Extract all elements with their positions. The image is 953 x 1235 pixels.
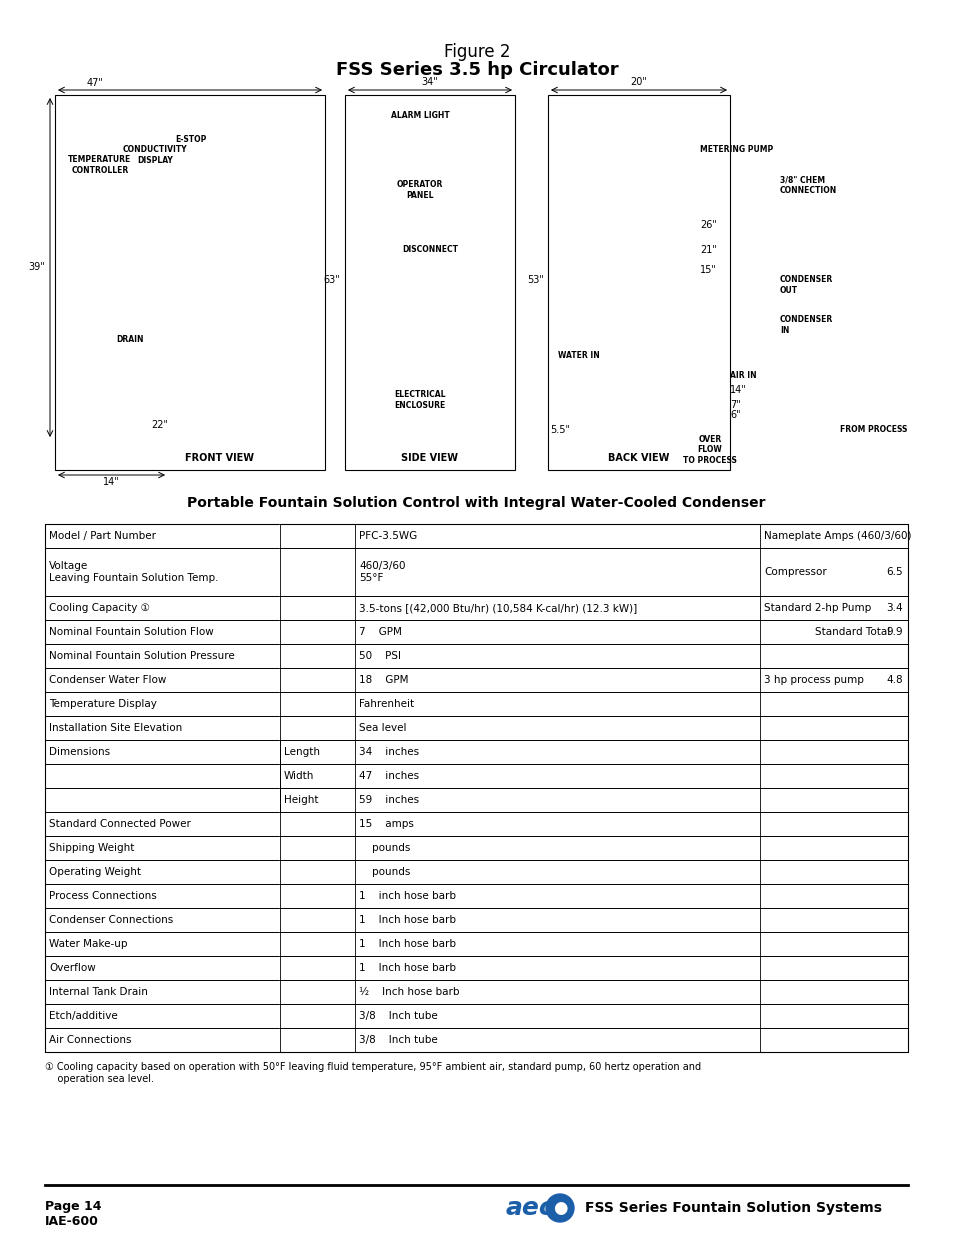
Text: 34": 34" [421,77,438,86]
Text: Air Connections: Air Connections [49,1035,132,1045]
Text: Portable Fountain Solution Control with Integral Water-Cooled Condenser: Portable Fountain Solution Control with … [187,496,765,510]
Text: Condenser Water Flow: Condenser Water Flow [49,676,166,685]
Text: CONDENSER
IN: CONDENSER IN [780,315,832,335]
Text: Process Connections: Process Connections [49,890,156,902]
Text: Water Make-up: Water Make-up [49,939,128,948]
Text: 3/8    Inch tube: 3/8 Inch tube [358,1011,437,1021]
Text: Width: Width [284,771,314,781]
Text: 63": 63" [323,275,339,285]
Text: 22": 22" [152,420,169,430]
Text: Shipping Weight: Shipping Weight [49,844,134,853]
Text: E-STOP: E-STOP [174,136,206,144]
Text: DRAIN: DRAIN [116,336,144,345]
Text: Condenser Connections: Condenser Connections [49,915,173,925]
Text: Overflow: Overflow [49,963,95,973]
Text: pounds: pounds [358,844,410,853]
Text: Standard Connected Power: Standard Connected Power [49,819,191,829]
Text: 59    inches: 59 inches [358,795,418,805]
Text: 14": 14" [729,385,746,395]
Text: OPERATOR
PANEL: OPERATOR PANEL [396,180,443,200]
Text: CONDENSER
OUT: CONDENSER OUT [780,275,832,295]
Text: 1    Inch hose barb: 1 Inch hose barb [358,915,456,925]
Text: 1    Inch hose barb: 1 Inch hose barb [358,963,456,973]
Text: 47    inches: 47 inches [358,771,418,781]
Text: 20": 20" [630,77,647,86]
Text: 4.8: 4.8 [885,676,902,685]
Text: Nominal Fountain Solution Pressure: Nominal Fountain Solution Pressure [49,651,234,661]
Circle shape [545,1194,574,1221]
Text: 3.5-tons [(42,000 Btu/hr) (10,584 K-cal/hr) (12.3 kW)]: 3.5-tons [(42,000 Btu/hr) (10,584 K-cal/… [358,603,637,613]
Text: ALARM LIGHT: ALARM LIGHT [390,110,449,120]
Text: aec: aec [505,1195,554,1220]
Text: 34    inches: 34 inches [358,747,418,757]
Text: 3/8    Inch tube: 3/8 Inch tube [358,1035,437,1045]
Text: pounds: pounds [358,867,410,877]
Text: 47": 47" [87,78,104,88]
Text: 3/8" CHEM
CONNECTION: 3/8" CHEM CONNECTION [780,175,837,195]
Text: Etch/additive: Etch/additive [49,1011,117,1021]
Text: Page 14
IAE-600: Page 14 IAE-600 [45,1200,101,1228]
Text: OVER
FLOW
TO PROCESS: OVER FLOW TO PROCESS [682,435,736,464]
Text: FRONT VIEW: FRONT VIEW [185,453,254,463]
Text: 53": 53" [527,275,543,285]
Text: 7    GPM: 7 GPM [358,627,401,637]
Text: Dimensions: Dimensions [49,747,110,757]
Text: METERING PUMP: METERING PUMP [700,146,773,154]
Text: Sea level: Sea level [358,722,406,734]
Text: FSS Series Fountain Solution Systems: FSS Series Fountain Solution Systems [584,1200,882,1215]
Text: ½    Inch hose barb: ½ Inch hose barb [358,987,459,997]
Text: Figure 2: Figure 2 [443,43,510,61]
Text: Nameplate Amps (460/3/60): Nameplate Amps (460/3/60) [763,531,910,541]
Text: WATER IN: WATER IN [558,351,599,359]
Text: TEMPERATURE
CONTROLLER: TEMPERATURE CONTROLLER [69,156,132,174]
Bar [279,524,280,1052]
Text: SIDE VIEW: SIDE VIEW [401,453,458,463]
Text: Fahrenheit: Fahrenheit [358,699,414,709]
Text: Installation Site Elevation: Installation Site Elevation [49,722,182,734]
Bar [45,524,907,1052]
Text: 15": 15" [700,266,716,275]
Text: 3.4: 3.4 [885,603,902,613]
Text: BACK VIEW: BACK VIEW [608,453,669,463]
Text: FROM PROCESS: FROM PROCESS [840,426,906,435]
Text: ●: ● [552,1199,567,1216]
Text: Model / Part Number: Model / Part Number [49,531,156,541]
Text: 6": 6" [729,410,740,420]
Text: 9.9: 9.9 [885,627,902,637]
Text: Standard 2-hp Pump: Standard 2-hp Pump [763,603,870,613]
Text: Cooling Capacity ①: Cooling Capacity ① [49,603,150,613]
Text: 1    Inch hose barb: 1 Inch hose barb [358,939,456,948]
Text: Length: Length [284,747,319,757]
Text: Temperature Display: Temperature Display [49,699,156,709]
Text: 5.5": 5.5" [550,425,569,435]
Text: Internal Tank Drain: Internal Tank Drain [49,987,148,997]
Text: 50    PSI: 50 PSI [358,651,400,661]
Text: PFC-3.5WG: PFC-3.5WG [358,531,416,541]
Text: Standard Total: Standard Total [814,627,889,637]
Text: CONDUCTIVITY
DISPLAY: CONDUCTIVITY DISPLAY [123,146,187,164]
Text: 18    GPM: 18 GPM [358,676,408,685]
Text: 15    amps: 15 amps [358,819,414,829]
Text: AIR IN: AIR IN [729,370,756,379]
Text: 14": 14" [103,477,119,487]
Text: 460/3/60
55°F: 460/3/60 55°F [358,561,405,583]
Text: 1    inch hose barb: 1 inch hose barb [358,890,456,902]
Text: 6.5: 6.5 [885,567,902,577]
Text: DISCONNECT: DISCONNECT [401,246,457,254]
Text: ELECTRICAL
ENCLOSURE: ELECTRICAL ENCLOSURE [394,390,445,410]
Text: Voltage
Leaving Fountain Solution Temp.: Voltage Leaving Fountain Solution Temp. [49,561,218,583]
Text: Nominal Fountain Solution Flow: Nominal Fountain Solution Flow [49,627,213,637]
Text: 7": 7" [729,400,740,410]
Text: ① Cooling capacity based on operation with 50°F leaving fluid temperature, 95°F : ① Cooling capacity based on operation wi… [45,1062,700,1083]
Text: 39": 39" [29,262,45,272]
Text: Compressor: Compressor [763,567,826,577]
Text: 21": 21" [700,245,716,254]
Text: Operating Weight: Operating Weight [49,867,141,877]
Text: 26": 26" [700,220,716,230]
Text: FSS Series 3.5 hp Circulator: FSS Series 3.5 hp Circulator [335,61,618,79]
Text: 3 hp process pump: 3 hp process pump [763,676,863,685]
Text: Height: Height [284,795,318,805]
